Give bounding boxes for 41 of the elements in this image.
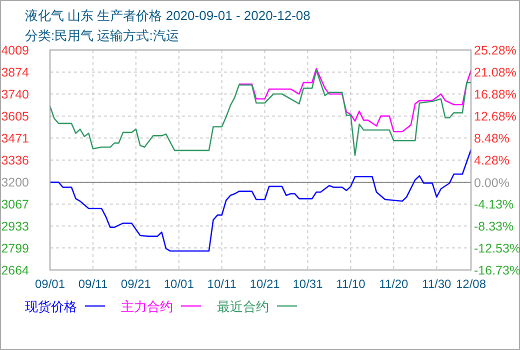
line-series [238,68,472,132]
y-tick-label: 3067 [1,197,30,212]
y-tick-label: 2664 [1,263,30,278]
y-tick-label: 4009 [1,43,30,58]
chart-subtitle: 分类:民用气 运输方式:汽运 [25,28,179,43]
legend-label: 最近合约 [217,299,269,314]
y2-tick-label: 21.08% [474,65,516,80]
x-tick-label: 12/08 [456,277,486,291]
line-series [49,70,472,156]
legend-label: 现货价格 [25,299,77,314]
legend-label: 主力合约 [121,299,173,314]
y2-tick-label: -8.33% [474,219,514,234]
y2-tick-label: 25.28% [474,43,516,58]
y2-tick-label: 4.28% [474,153,510,168]
x-tick-label: 11/30 [422,277,452,291]
x-tick-label: 09/01 [34,277,66,291]
x-tick-label: 10/31 [292,277,324,291]
y-tick-label: 2933 [1,219,30,234]
y-tick-label: 3200 [1,176,30,190]
y-tick-label: 3336 [1,153,30,168]
x-tick-label: 10/01 [164,277,194,291]
chart-title: 液化气 山东 生产者价格 2020-09-01 - 2020-12-08 [25,8,310,23]
y2-tick-label: 12.68% [474,109,516,124]
x-tick-label: 11/10 [336,277,366,291]
x-tick-label: 10/11 [207,277,237,291]
y-tick-label: 3740 [1,87,30,102]
line-series [49,148,472,252]
y2-tick-label: -4.13% [474,197,514,212]
y2-tick-label: 8.48% [474,131,510,146]
y-tick-label: 2799 [1,241,30,256]
x-tick-label: 09/21 [120,277,152,291]
x-tick-label: 09/11 [78,277,108,291]
y2-tick-label: -16.73% [474,263,520,278]
x-tick-label: 11/20 [379,277,409,291]
y-tick-label: 3605 [1,109,30,124]
x-tick-label: 10/21 [250,277,280,291]
y2-tick-label: 0.00% [474,176,510,190]
y-tick-label: 3874 [1,65,30,80]
y2-tick-label: -12.53% [474,241,520,256]
y2-tick-label: 16.88% [474,87,516,102]
y-tick-label: 3471 [1,131,30,146]
